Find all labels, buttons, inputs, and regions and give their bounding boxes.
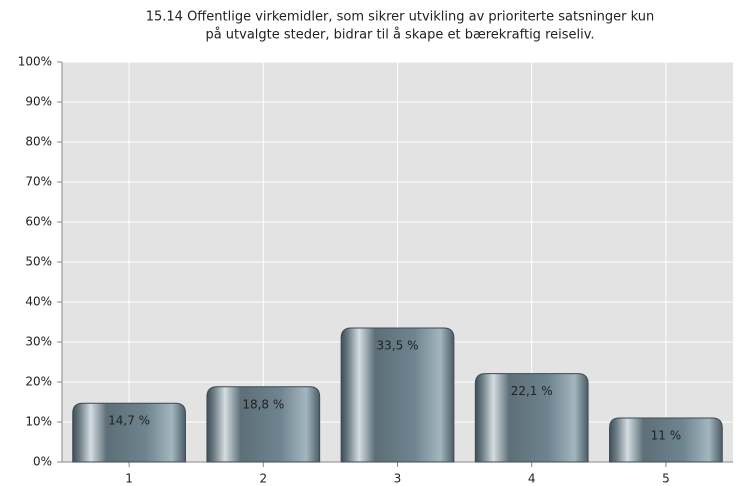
bar: [340, 327, 455, 463]
y-tick-label: 70%: [25, 175, 52, 189]
x-tick-label: 5: [662, 472, 670, 486]
y-tick-label: 40%: [25, 295, 52, 309]
bar: [474, 373, 589, 463]
value-label: 18,8 %: [242, 397, 284, 411]
x-tick-label: 2: [259, 472, 267, 486]
value-label: 11 %: [651, 429, 682, 443]
x-tick-label: 1: [125, 472, 133, 486]
y-tick-label: 100%: [18, 55, 52, 69]
x-tick-label: 4: [528, 472, 536, 486]
y-tick-label: 10%: [25, 415, 52, 429]
bar: [609, 417, 723, 463]
bar: [206, 386, 321, 463]
y-tick-label: 20%: [25, 375, 52, 389]
y-tick-label: 90%: [25, 95, 52, 109]
bar: [72, 402, 186, 463]
chart-title: på utvalgte steder, bidrar til å skape e…: [205, 28, 594, 43]
y-tick-label: 60%: [25, 215, 52, 229]
value-label: 14,7 %: [108, 414, 150, 428]
y-tick-label: 50%: [25, 255, 52, 269]
y-tick-label: 80%: [25, 135, 52, 149]
chart-title: 15.14 Offentlige virkemidler, som sikrer…: [146, 10, 655, 25]
x-tick-label: 3: [394, 472, 402, 486]
value-label: 22,1 %: [511, 384, 553, 398]
y-tick-label: 30%: [25, 335, 52, 349]
y-tick-label: 0%: [33, 455, 52, 469]
value-label: 33,5 %: [377, 339, 419, 353]
